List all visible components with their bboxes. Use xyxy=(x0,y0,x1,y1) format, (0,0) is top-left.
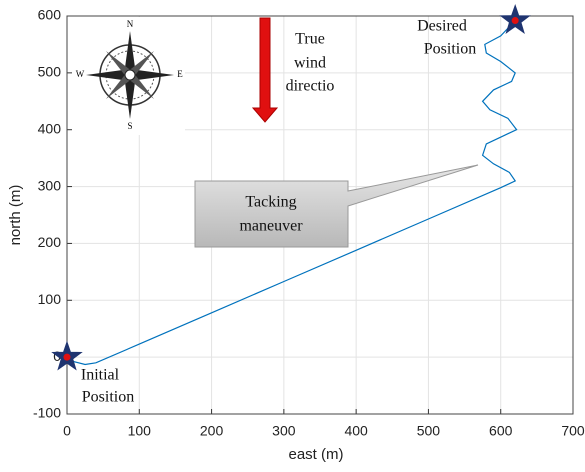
wind-arrow xyxy=(253,18,277,122)
annotation: directio xyxy=(286,78,335,95)
annotation: Position xyxy=(82,389,134,406)
annotation: wind xyxy=(294,55,326,72)
annotation: True xyxy=(295,31,325,48)
y-tick-label: 600 xyxy=(38,7,62,23)
x-tick-label: 600 xyxy=(489,423,513,439)
x-tick-label: 200 xyxy=(200,423,224,439)
y-axis-label: north (m) xyxy=(7,185,24,246)
y-tick-label: 300 xyxy=(38,177,62,193)
annotation: maneuver xyxy=(239,218,303,235)
y-tick-label: 500 xyxy=(38,64,62,80)
annotation: Initial xyxy=(81,367,120,384)
page: {"chart_data": {"type": "line", "xlabel"… xyxy=(0,0,585,467)
endpoint-center xyxy=(64,354,71,361)
x-tick-label: 0 xyxy=(63,423,71,439)
y-tick-label: -100 xyxy=(33,405,61,421)
endpoint-center xyxy=(512,17,519,24)
y-tick-label: 400 xyxy=(38,120,62,136)
x-tick-label: 100 xyxy=(128,423,152,439)
x-axis-label: east (m) xyxy=(288,446,343,463)
annotation: Desired xyxy=(417,18,467,35)
annotation: Position xyxy=(424,41,476,58)
x-tick-label: 700 xyxy=(561,423,585,439)
compass-label: N xyxy=(127,19,134,29)
chart: N E S W True wind directio Tacking maneu… xyxy=(0,0,585,467)
compass-label: W xyxy=(76,69,85,79)
compass-label: S xyxy=(127,121,132,131)
x-tick-label: 500 xyxy=(417,423,441,439)
compass-label: E xyxy=(177,69,183,79)
x-tick-label: 300 xyxy=(272,423,296,439)
annotation: Tacking xyxy=(245,194,296,211)
y-tick-label: 200 xyxy=(38,234,62,250)
callout-box xyxy=(195,165,478,247)
x-tick-label: 400 xyxy=(344,423,368,439)
y-tick-label: 100 xyxy=(38,291,62,307)
